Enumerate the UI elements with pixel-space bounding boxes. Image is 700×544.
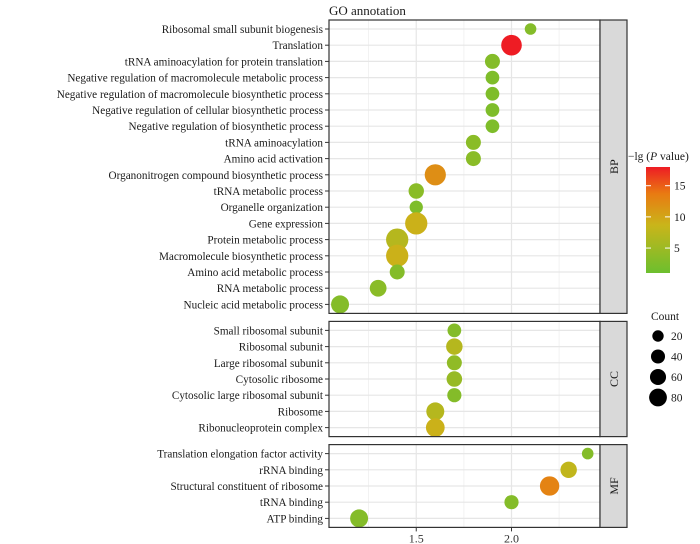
data-point — [425, 418, 445, 437]
size-legend-key — [650, 349, 666, 364]
data-point — [446, 355, 462, 371]
data-point — [405, 212, 428, 235]
data-point — [386, 228, 409, 251]
data-point — [539, 476, 560, 496]
data-point — [447, 323, 462, 338]
data-point — [389, 264, 405, 280]
data-point — [485, 86, 500, 101]
y-tick-label: Gene expression — [249, 218, 324, 230]
data-point — [504, 495, 519, 510]
data-point — [447, 388, 462, 403]
y-tick-label: Ribosomal small subunit biogenesis — [162, 24, 323, 36]
chart-title: GO annotation — [329, 3, 406, 18]
data-point — [424, 164, 446, 186]
data-point — [426, 402, 445, 421]
data-point — [465, 134, 481, 150]
data-point — [409, 200, 423, 214]
y-tick-label: tRNA binding — [260, 497, 323, 509]
y-tick-label: Organonitrogen compound biosynthetic pro… — [109, 170, 324, 182]
facet-bp: Ribosomal small subunit biogenesis Transl… — [57, 19, 628, 314]
color-legend-bar — [646, 167, 670, 273]
color-legend-title: −lg (P value) — [628, 151, 689, 163]
y-tick-label: Nucleic acid metabolic process — [184, 299, 323, 311]
y-tick-label: tRNA aminoacylation — [225, 137, 323, 149]
size-legend-label: 40 — [671, 352, 683, 364]
y-tick-label: Amino acid metabolic process — [187, 267, 323, 279]
data-point — [501, 34, 522, 56]
data-point — [331, 295, 350, 314]
x-tick-label: 2.0 — [504, 531, 519, 544]
y-tick-label: tRNA metabolic process — [214, 186, 323, 198]
data-point — [350, 509, 369, 528]
data-point — [560, 461, 577, 479]
y-tick-label: Cytosolic large ribosomal subunit — [172, 390, 324, 402]
data-point — [485, 70, 500, 85]
facet-strip-label: MF — [607, 477, 621, 495]
y-tick-label: Translation elongation factor activity — [157, 449, 323, 461]
y-tick-label: Structural constituent of ribosome — [170, 481, 323, 493]
color-legend-tick-label: 10 — [674, 212, 686, 224]
size-legend-key — [649, 368, 667, 386]
y-tick-label: Ribosome — [278, 406, 323, 418]
facet-panels: Ribosomal small subunit biogenesis Transl… — [57, 19, 628, 529]
y-tick-label: Small ribosomal subunit — [214, 325, 324, 337]
y-tick-label: RNA metabolic process — [217, 283, 323, 295]
size-legend-title: Count — [651, 311, 680, 323]
data-point — [485, 103, 500, 117]
facet-strip — [599, 444, 628, 529]
data-point — [386, 244, 409, 267]
color-legend: −lg (P value) 5 10 15 — [628, 151, 689, 273]
data-point — [485, 119, 500, 134]
size-legend-label: 60 — [671, 372, 683, 384]
data-point — [408, 183, 424, 199]
y-tick-label: Large ribosomal subunit — [214, 358, 324, 370]
y-tick-label: Translation — [272, 40, 323, 52]
y-tick-label: Amino acid activation — [224, 154, 324, 166]
data-point — [446, 371, 463, 387]
facet-strip-label: BP — [607, 159, 621, 174]
data-point — [524, 23, 537, 35]
size-legend-key — [649, 388, 667, 407]
data-point — [484, 53, 500, 69]
y-tick-label: Negative regulation of macromolecule bio… — [57, 89, 323, 101]
y-tick-label: Macromolecule biosynthetic process — [159, 251, 323, 263]
facet-strip — [599, 320, 628, 438]
y-tick-label: Negative regulation of cellular biosynth… — [92, 105, 323, 117]
size-legend-label: 80 — [671, 393, 683, 405]
y-tick-label: ATP binding — [267, 513, 324, 525]
color-legend-tick-label: 5 — [674, 243, 680, 255]
facet-strip-label: CC — [607, 371, 621, 387]
facet-strip — [599, 19, 628, 314]
y-tick-label: Cytosolic ribosome — [236, 374, 323, 386]
y-tick-label: Organelle organization — [221, 202, 324, 214]
y-tick-label: rRNA binding — [259, 465, 323, 477]
size-legend-label: 20 — [671, 331, 683, 343]
facet-mf: Translation elongation factor activity rR… — [157, 444, 628, 529]
panel-background — [329, 20, 600, 314]
y-tick-label: Negative regulation of macromolecule met… — [67, 73, 323, 85]
y-tick-label: Protein metabolic process — [207, 235, 323, 247]
data-point — [465, 151, 481, 167]
facet-cc: Small ribosomal subunit Ribosomal subunit… — [172, 320, 628, 438]
size-legend: Count 20 40 60 80 — [649, 311, 683, 407]
x-tick-label: 1.5 — [409, 531, 424, 544]
size-legend-key — [652, 330, 664, 342]
color-legend-tick-label: 15 — [674, 181, 686, 193]
data-point — [446, 338, 463, 355]
y-tick-label: Ribosomal subunit — [239, 342, 324, 354]
data-point — [581, 447, 594, 460]
y-tick-label: Ribonucleoprotein complex — [198, 423, 323, 435]
data-point — [369, 279, 387, 297]
y-tick-label: Negative regulation of biosynthetic proc… — [129, 121, 323, 133]
y-tick-label: tRNA aminoacylation for protein translat… — [125, 56, 324, 68]
x-axis: 1.5 2.0 — [409, 527, 519, 544]
